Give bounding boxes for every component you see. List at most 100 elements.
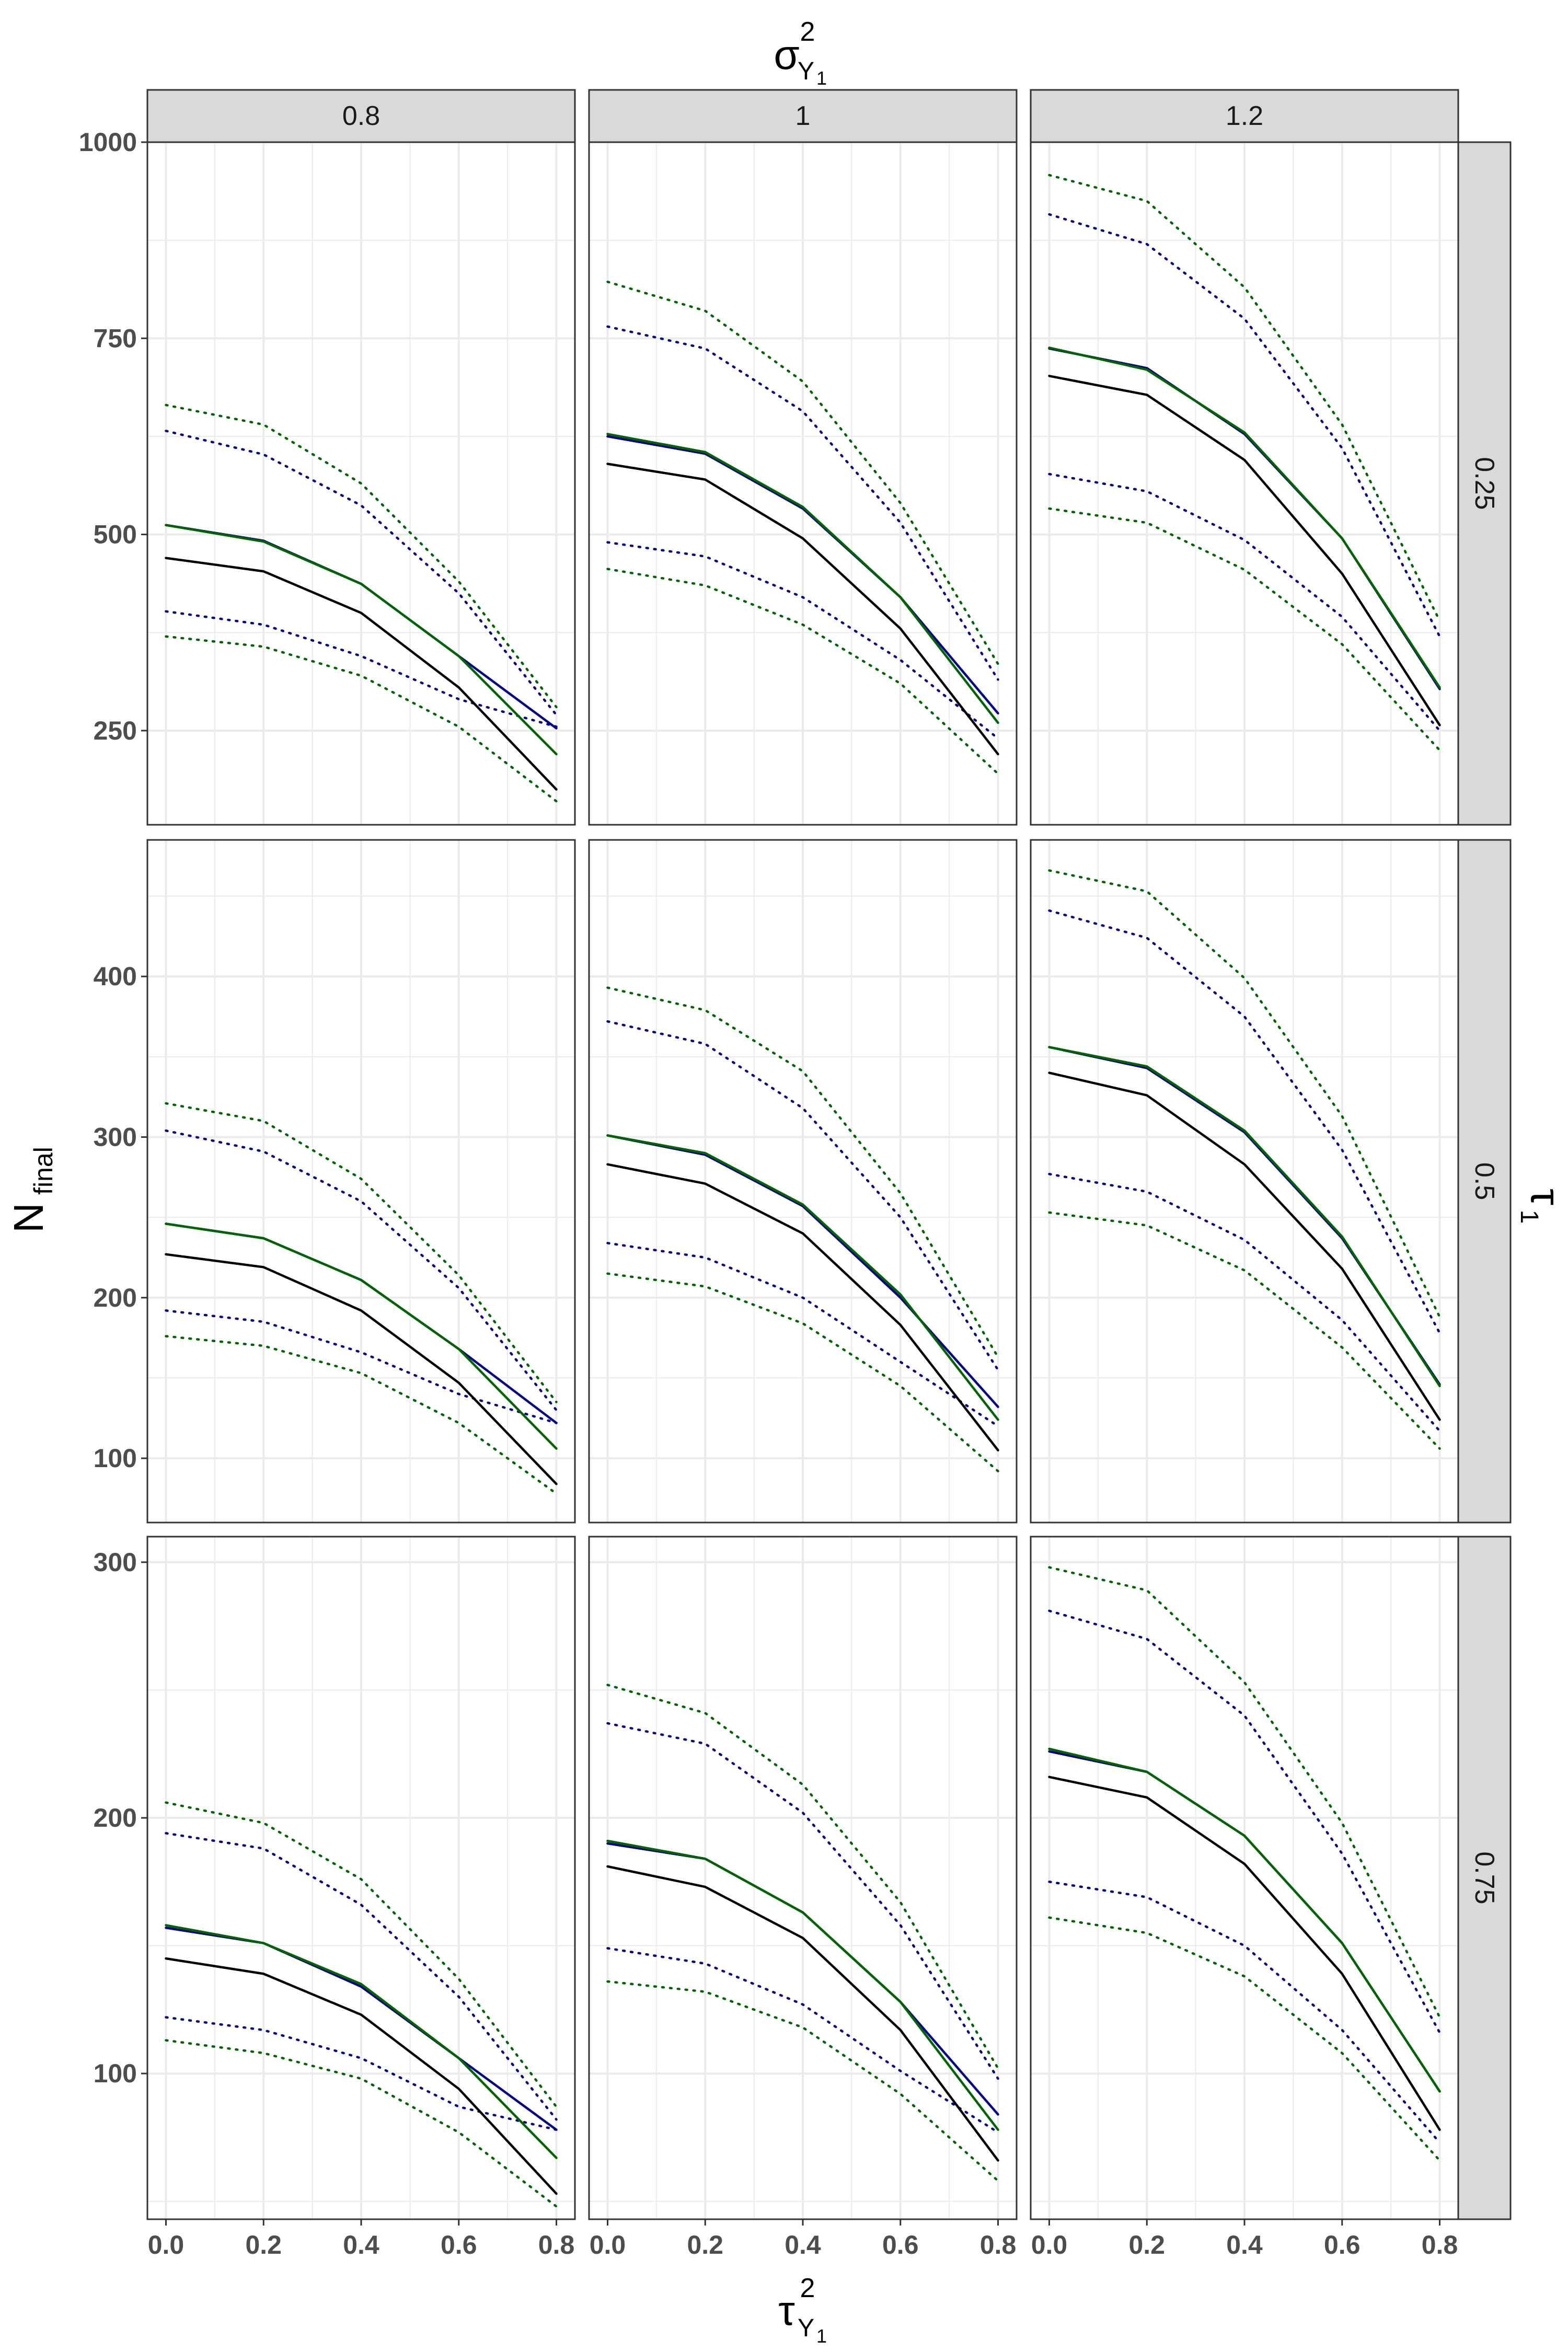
panel-r1-c3	[1030, 141, 1459, 826]
panel-r1-c2	[588, 141, 1018, 826]
x-tick-label: 0.4	[343, 2230, 379, 2259]
series-line-black	[165, 1957, 558, 2195]
panel-r2-c2	[588, 839, 1018, 1524]
panel-border	[146, 839, 576, 1524]
series-line-green-upper	[606, 280, 999, 665]
x-tick-label: 0.6	[882, 2230, 919, 2259]
y-tick-label: 100	[94, 1444, 137, 1473]
x-title-subsub: 1	[816, 2325, 827, 2347]
series-line-blue-upper	[606, 325, 999, 681]
series-line-green-lower	[165, 635, 558, 803]
series-line-black	[1048, 1071, 1441, 1421]
axes: 250 500 750 1000 100 200 300 400 100 200 300 0.0 0.2…	[79, 128, 1458, 2259]
series-line-green-upper	[165, 1801, 558, 2108]
series-line-green-upper	[165, 1102, 558, 1403]
row-strip-background	[1457, 141, 1512, 826]
strips: 0.25 0.5 0.75 0.8 1 1.2	[146, 89, 1512, 2220]
col-strip-label: 1.2	[1226, 101, 1263, 131]
panel-r2-c3	[1030, 839, 1459, 1524]
x-tick-label: 0.0	[148, 2230, 185, 2259]
col-strip: 1.2	[1030, 89, 1459, 143]
col-strip: 0.8	[146, 89, 576, 143]
right-axis-title: τ 1	[1515, 1189, 1568, 1224]
x-title-sup: 2	[800, 2273, 815, 2303]
x-tick-label: 0.4	[1226, 2230, 1263, 2259]
y-title-main: N	[5, 1203, 52, 1233]
series-line-blue-upper	[165, 1832, 558, 2121]
series-line-blue-upper	[165, 1129, 558, 1412]
series-line-green-lower	[1048, 1211, 1441, 1450]
series-line-green-lower	[1048, 1916, 1441, 2162]
series-line-green	[165, 1223, 558, 1450]
series-line-green-upper	[1048, 174, 1441, 622]
col-strip-background	[1030, 89, 1459, 143]
x-tick-label: 0.4	[785, 2230, 821, 2259]
col-strip-background	[588, 89, 1018, 143]
series-line-green	[1048, 1747, 1441, 2093]
row-strip: 0.25	[1457, 141, 1512, 826]
x-tick-label: 0.8	[538, 2230, 575, 2259]
x-axis-title: τ 2 Y 1	[778, 2273, 827, 2347]
panel-border	[588, 839, 1018, 1524]
series-line-green	[165, 524, 558, 756]
col-strip: 1	[588, 89, 1018, 143]
top-axis-title: σ 2 Y 1	[774, 17, 827, 89]
series-line-green-lower	[1048, 507, 1441, 752]
y-tick-label: 400	[94, 962, 137, 991]
row-strip-background	[1457, 1536, 1512, 2220]
series-line-green-lower	[606, 568, 999, 775]
right-title-sub: 1	[1515, 1210, 1543, 1224]
row-strip-background	[1457, 839, 1512, 1524]
top-title-sup: 2	[800, 17, 815, 47]
x-title-main: τ	[778, 2287, 795, 2334]
right-title-main: τ	[1523, 1189, 1568, 1205]
series-line-green-lower	[165, 1335, 558, 1495]
series-line-green	[165, 1924, 558, 2159]
y-tick-label: 750	[94, 324, 137, 353]
series-line-green-lower	[606, 1980, 999, 2182]
col-strip-label: 1	[795, 101, 811, 131]
row-strip-label: 0.75	[1469, 1851, 1500, 1904]
series-line-blue-upper	[165, 430, 558, 717]
x-title-sub: Y	[798, 2314, 814, 2342]
series-line-green-upper	[1048, 1566, 1441, 2019]
series-line-blue-lower	[606, 1242, 999, 1427]
series-line-blue-upper	[606, 1722, 999, 2080]
top-title-main: σ	[774, 31, 799, 78]
x-tick-label: 0.2	[687, 2230, 723, 2259]
series-line-green-lower	[606, 1272, 999, 1472]
y-tick-label: 1000	[79, 128, 137, 157]
panels	[146, 141, 1459, 2220]
y-tick-label: 200	[94, 1803, 137, 1832]
series-line-green	[606, 1839, 999, 2131]
x-tick-label: 0.2	[245, 2230, 282, 2259]
series-line-black	[606, 1865, 999, 2162]
panel-r3-c3	[1030, 1536, 1459, 2220]
x-tick-label: 0.6	[1324, 2230, 1361, 2259]
panel-r3-c1	[146, 1536, 576, 2220]
series-line-black	[606, 1163, 999, 1451]
row-strip-label: 0.25	[1469, 457, 1500, 510]
top-title-subsub: 1	[816, 67, 827, 89]
series-line-blue-upper	[1048, 1609, 1441, 2034]
y-tick-label: 300	[94, 1548, 137, 1577]
series-line-green	[606, 433, 999, 724]
series-line-blue-lower	[606, 541, 999, 740]
col-strip-label: 0.8	[342, 101, 380, 131]
row-strip: 0.75	[1457, 1536, 1512, 2220]
panel-r3-c2	[588, 1536, 1018, 2220]
x-tick-label: 0.2	[1128, 2230, 1165, 2259]
series-line-black	[1048, 1775, 1441, 2131]
x-tick-label: 0.0	[1031, 2230, 1068, 2259]
y-tick-label: 250	[94, 716, 137, 745]
x-tick-label: 0.8	[1422, 2230, 1458, 2259]
series-line-black	[1048, 375, 1441, 727]
y-tick-label: 500	[94, 520, 137, 549]
y-tick-label: 200	[94, 1283, 137, 1312]
row-strip-label: 0.5	[1469, 1162, 1500, 1200]
y-tick-label: 300	[94, 1122, 137, 1151]
series-line-blue-lower	[1048, 1172, 1441, 1433]
x-tick-label: 0.6	[441, 2230, 477, 2259]
series-line-black	[165, 1253, 558, 1485]
series-line-blue-upper	[1048, 909, 1441, 1334]
